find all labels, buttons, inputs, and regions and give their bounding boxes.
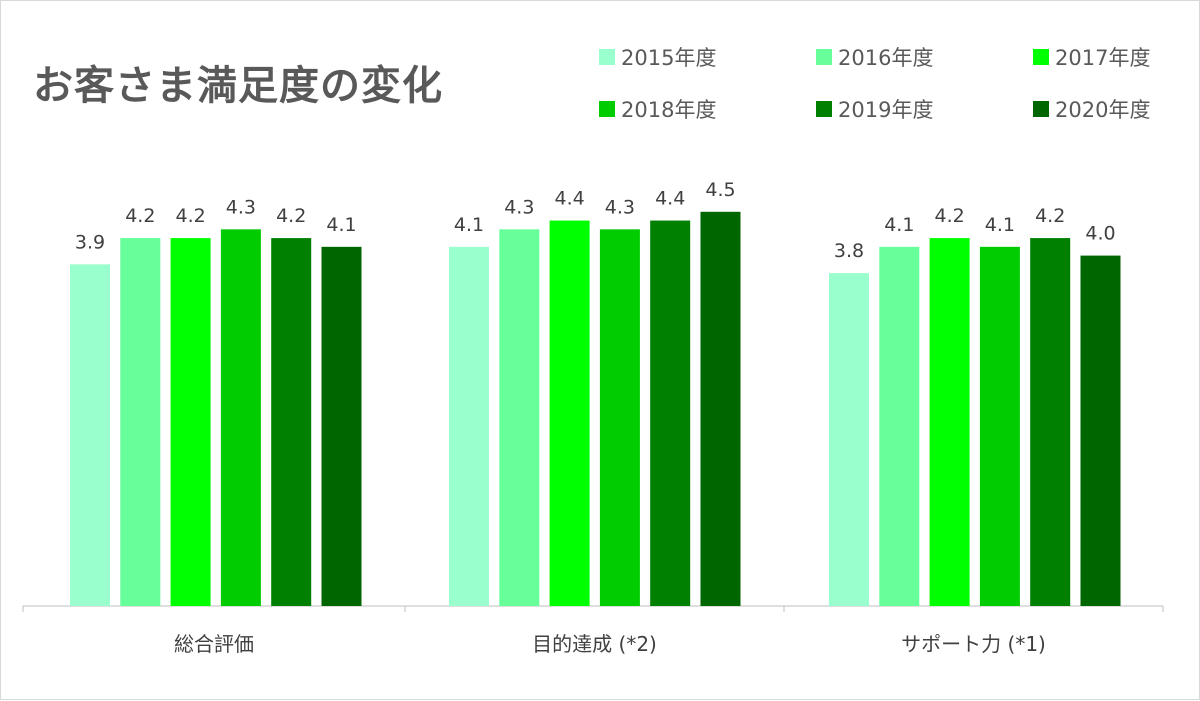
category-label: サポート力 (*1) <box>901 632 1046 656</box>
category-label: 目的達成 (*2) <box>532 632 657 656</box>
bar <box>650 220 691 606</box>
data-label: 4.2 <box>276 205 306 227</box>
bar <box>321 246 362 606</box>
legend-item: 2016年度 <box>816 43 933 71</box>
bar <box>120 238 161 606</box>
legend-swatch <box>1033 49 1049 65</box>
data-label: 4.3 <box>504 196 534 218</box>
data-label: 4.1 <box>985 214 1015 236</box>
data-label: 4.2 <box>175 205 205 227</box>
legend-label: 2017年度 <box>1055 46 1151 70</box>
bar <box>979 246 1020 606</box>
bar <box>499 229 540 606</box>
bar <box>879 246 920 606</box>
bar <box>220 229 261 606</box>
legend-item: 2018年度 <box>599 95 716 123</box>
data-label: 4.0 <box>1085 223 1115 245</box>
bar <box>700 211 741 607</box>
data-label: 4.1 <box>884 214 914 236</box>
legend-label: 2020年度 <box>1055 98 1151 122</box>
data-label: 4.4 <box>554 188 584 210</box>
bar <box>599 229 640 606</box>
bar <box>549 220 590 606</box>
legend-label: 2016年度 <box>838 46 934 70</box>
data-label: 4.2 <box>1035 205 1065 227</box>
bar <box>829 273 869 606</box>
legend-swatch <box>816 101 832 117</box>
legend-label: 2018年度 <box>621 98 717 122</box>
legend-swatch <box>599 49 615 65</box>
data-label: 3.9 <box>75 231 105 253</box>
data-label: 4.3 <box>226 196 256 218</box>
legend-item: 2017年度 <box>1033 43 1150 71</box>
legend-swatch <box>1033 101 1049 117</box>
category-label: 総合評価 <box>174 632 254 656</box>
legend-swatch <box>599 101 615 117</box>
data-label: 4.2 <box>934 205 964 227</box>
bar <box>1080 255 1121 606</box>
data-label: 4.1 <box>454 214 484 236</box>
legend-label: 2019年度 <box>838 98 934 122</box>
bar <box>271 238 312 606</box>
legend-item: 2015年度 <box>599 43 716 71</box>
legend-item: 2019年度 <box>816 95 933 123</box>
chart-title: お客さま満足度の変化 <box>33 63 443 109</box>
bar <box>449 246 489 606</box>
bar <box>170 238 211 606</box>
data-label: 4.3 <box>605 196 635 218</box>
data-label: 3.8 <box>834 240 864 262</box>
bar <box>70 264 110 606</box>
legend-swatch <box>816 49 832 65</box>
data-label: 4.1 <box>326 214 356 236</box>
data-label: 4.5 <box>705 179 735 201</box>
legend-item: 2020年度 <box>1033 95 1150 123</box>
bar <box>929 238 970 606</box>
bar <box>1030 238 1071 606</box>
data-label: 4.4 <box>655 188 685 210</box>
data-label: 4.2 <box>125 205 155 227</box>
legend-label: 2015年度 <box>621 46 717 70</box>
